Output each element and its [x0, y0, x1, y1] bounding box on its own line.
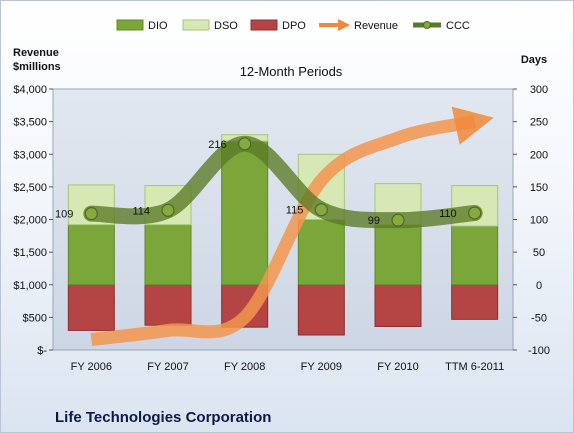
legend-label-revenue: Revenue	[354, 20, 398, 32]
dio-bar	[144, 224, 192, 286]
legend-swatch-dio	[116, 19, 144, 31]
dpo-bar	[67, 284, 115, 331]
dpo-bar	[297, 284, 345, 336]
ccc-data-label: 110	[439, 208, 457, 220]
right-axis-tick-label: 300	[530, 84, 548, 96]
ccc-point	[314, 203, 328, 217]
dio-bar	[297, 219, 345, 286]
x-axis-category-label: FY 2010	[377, 361, 418, 373]
dio-bar	[221, 140, 269, 286]
dio-bar	[67, 224, 115, 286]
right-axis-tick-label: 150	[530, 182, 548, 194]
x-axis-category-label: FY 2007	[147, 361, 188, 373]
dio-bar	[451, 225, 499, 286]
dpo-bar	[451, 284, 499, 320]
ccc-data-label: 99	[368, 215, 380, 227]
x-axis-categories: FY 2006 FY 2007 FY 2008 FY 2009 FY 2010 TTM 6…	[71, 361, 505, 373]
legend-swatch-dso	[182, 19, 210, 31]
company-name: Life Technologies Corporation	[55, 409, 271, 426]
chart-subtitle: 12-Month Periods	[240, 64, 343, 79]
revenue-line	[90, 106, 494, 347]
x-axis-category-label: FY 2006	[71, 361, 112, 373]
left-axis-tick-label: $1,000	[13, 280, 47, 292]
left-axis-tick-label: $3,500	[13, 117, 47, 129]
legend-revenue-arrow-icon	[319, 19, 350, 31]
right-axis-tick-label: 250	[530, 117, 548, 129]
ccc-data-label: 216	[208, 139, 226, 151]
ccc-series: 109 114 216 115 99 110	[55, 135, 483, 229]
right-axis-tick-label: 0	[536, 280, 542, 292]
legend-label-ccc: CCC	[446, 20, 470, 32]
left-axis-tick-label: $-	[37, 345, 47, 357]
ccc-point	[468, 206, 482, 220]
ccc-data-label: 114	[132, 205, 150, 217]
right-axis-tick-label: 200	[530, 149, 548, 161]
left-axis-tick-label: $1,500	[13, 247, 47, 259]
x-axis-category-label: FY 2008	[224, 361, 265, 373]
left-axis-tick-label: $3,000	[13, 149, 47, 161]
left-axis-title-line1: Revenue	[13, 47, 59, 59]
right-axis-tick-label: 50	[533, 247, 545, 259]
legend: DIO DSO DPO Revenue CCC	[116, 19, 470, 32]
ccc-point	[238, 137, 252, 151]
dio-bar	[374, 224, 422, 286]
legend-label-dio: DIO	[148, 20, 168, 32]
ccc-point	[161, 203, 175, 217]
legend-ccc-line-icon	[413, 21, 441, 29]
ccc-data-label: 109	[55, 209, 73, 221]
ccc-point	[391, 213, 405, 227]
legend-label-dso: DSO	[214, 20, 238, 32]
dpo-bar	[374, 284, 422, 328]
left-axis-tick-label: $4,000	[13, 84, 47, 96]
ccc-data-label: 115	[286, 205, 304, 217]
legend-swatch-dpo	[250, 19, 278, 31]
left-axis-title-line2: $millions	[13, 61, 61, 73]
left-axis-tick-label: $500	[23, 312, 47, 324]
left-axis-tick-label: $2,500	[13, 182, 47, 194]
right-axis-tick-label: -50	[531, 312, 547, 324]
right-axis-title: Days	[521, 54, 547, 66]
left-axis: $4,000 $3,500 $3,000 $2,500 $2,000 $1,500 $1,0…	[13, 84, 53, 357]
right-axis-tick-label: 100	[530, 215, 548, 227]
right-axis: 300 250 200 150 100 50 0 -50 -100	[513, 84, 550, 357]
x-axis-category-label: TTM 6-2011	[445, 361, 504, 373]
dpo-bar	[144, 284, 192, 326]
x-axis-category-label: FY 2009	[301, 361, 342, 373]
ccc-point	[84, 207, 98, 221]
right-axis-tick-label: -100	[528, 345, 550, 357]
left-axis-tick-label: $2,000	[13, 215, 47, 227]
revenue-series	[90, 106, 494, 347]
legend-label-dpo: DPO	[282, 20, 306, 32]
